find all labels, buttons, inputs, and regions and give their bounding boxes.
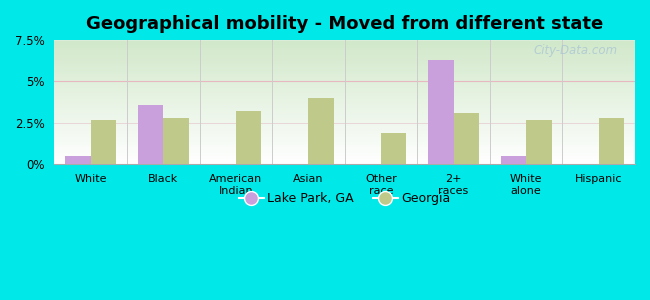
Text: City-Data.com: City-Data.com	[534, 44, 618, 57]
Bar	[236, 111, 261, 164]
Bar	[66, 156, 91, 164]
Bar	[309, 98, 334, 164]
Bar	[500, 156, 526, 164]
Bar	[526, 119, 552, 164]
Bar	[91, 119, 116, 164]
Bar	[138, 105, 163, 164]
Title: Geographical mobility - Moved from different state: Geographical mobility - Moved from diffe…	[86, 15, 603, 33]
Legend: Lake Park, GA, Georgia: Lake Park, GA, Georgia	[233, 187, 456, 210]
Bar	[599, 118, 624, 164]
Bar	[163, 118, 188, 164]
Bar	[454, 113, 479, 164]
Bar	[381, 133, 406, 164]
Bar	[428, 60, 454, 164]
